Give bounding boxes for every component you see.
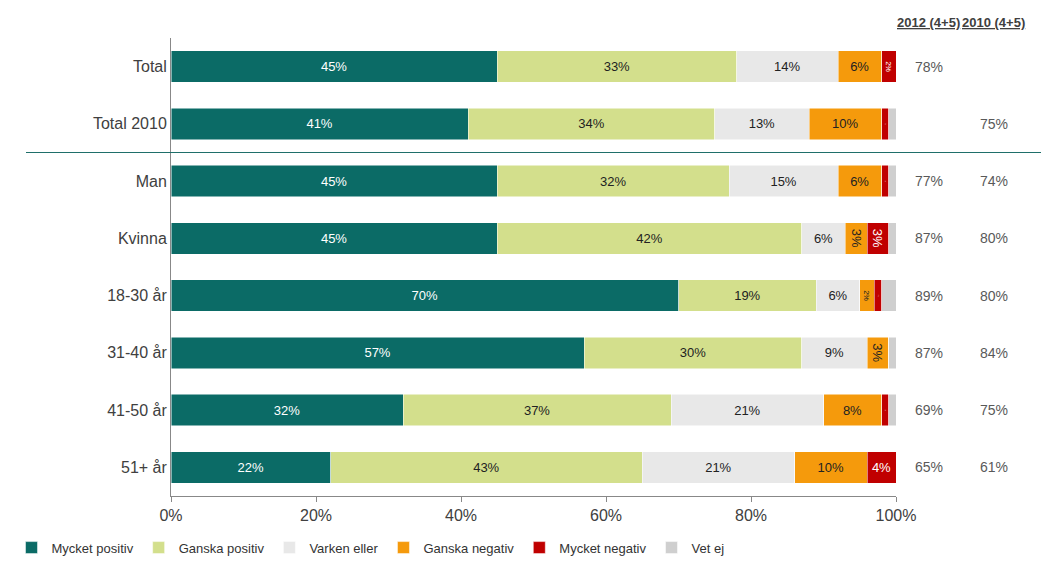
- svg-text:6%: 6%: [850, 174, 869, 189]
- svg-text:3%: 3%: [870, 343, 885, 362]
- svg-text:80%: 80%: [980, 230, 1008, 246]
- svg-text:10%: 10%: [818, 460, 844, 475]
- svg-text:74%: 74%: [980, 173, 1008, 189]
- svg-text:31-40 år: 31-40 år: [107, 344, 167, 361]
- svg-text:80%: 80%: [980, 288, 1008, 304]
- svg-text:Vet ej: Vet ej: [692, 541, 725, 556]
- svg-text:18-30 år: 18-30 år: [107, 287, 167, 304]
- svg-text:70%: 70%: [412, 288, 438, 303]
- svg-text:37%: 37%: [524, 403, 550, 418]
- svg-text:2010 (4+5): 2010 (4+5): [962, 15, 1025, 30]
- svg-text:65%: 65%: [915, 459, 943, 475]
- svg-text:Man: Man: [136, 173, 167, 190]
- svg-text:40%: 40%: [445, 507, 477, 524]
- svg-text:45%: 45%: [321, 231, 347, 246]
- svg-text:69%: 69%: [915, 402, 943, 418]
- svg-text:84%: 84%: [980, 345, 1008, 361]
- svg-text:1%: 1%: [878, 295, 879, 297]
- svg-text:Kvinna: Kvinna: [118, 230, 167, 247]
- svg-text:19%: 19%: [734, 288, 760, 303]
- svg-text:3%: 3%: [870, 229, 885, 248]
- svg-text:34%: 34%: [578, 116, 604, 131]
- svg-text:4%: 4%: [872, 460, 891, 475]
- svg-text:80%: 80%: [735, 507, 767, 524]
- svg-text:14%: 14%: [774, 59, 800, 74]
- svg-text:45%: 45%: [321, 59, 347, 74]
- svg-text:43%: 43%: [473, 460, 499, 475]
- svg-text:2012 (4+5): 2012 (4+5): [897, 15, 960, 30]
- svg-text:87%: 87%: [915, 230, 943, 246]
- svg-text:2%: 2%: [862, 290, 871, 301]
- svg-text:61%: 61%: [980, 459, 1008, 475]
- svg-text:78%: 78%: [915, 59, 943, 75]
- svg-text:57%: 57%: [364, 345, 390, 360]
- svg-text:1%: 1%: [885, 123, 886, 125]
- svg-text:9%: 9%: [825, 345, 844, 360]
- svg-text:13%: 13%: [749, 116, 775, 131]
- svg-text:87%: 87%: [915, 345, 943, 361]
- svg-text:41%: 41%: [306, 116, 332, 131]
- svg-text:41-50 år: 41-50 år: [107, 402, 167, 419]
- svg-text:6%: 6%: [814, 231, 833, 246]
- svg-text:30%: 30%: [680, 345, 706, 360]
- svg-text:6%: 6%: [828, 288, 847, 303]
- svg-text:Mycket negativ: Mycket negativ: [559, 541, 646, 556]
- svg-text:45%: 45%: [321, 174, 347, 189]
- svg-text:1%: 1%: [885, 409, 886, 411]
- svg-text:60%: 60%: [590, 507, 622, 524]
- svg-text:Varken eller: Varken eller: [309, 541, 378, 556]
- svg-text:Ganska negativ: Ganska negativ: [423, 541, 514, 556]
- svg-text:0%: 0%: [159, 507, 182, 524]
- svg-text:Total: Total: [133, 58, 167, 75]
- svg-text:3%: 3%: [849, 229, 864, 248]
- svg-text:6%: 6%: [850, 59, 869, 74]
- svg-text:Total 2010: Total 2010: [93, 115, 167, 132]
- svg-text:20%: 20%: [300, 507, 332, 524]
- svg-text:1%: 1%: [885, 180, 886, 182]
- svg-text:100%: 100%: [876, 507, 917, 524]
- svg-text:21%: 21%: [734, 403, 760, 418]
- svg-text:Mycket positiv: Mycket positiv: [52, 541, 134, 556]
- svg-text:8%: 8%: [843, 403, 862, 418]
- svg-text:15%: 15%: [770, 174, 796, 189]
- svg-text:89%: 89%: [915, 288, 943, 304]
- svg-text:77%: 77%: [915, 173, 943, 189]
- svg-text:Ganska positiv: Ganska positiv: [179, 541, 265, 556]
- svg-text:32%: 32%: [274, 403, 300, 418]
- svg-text:51+ år: 51+ år: [121, 459, 167, 476]
- svg-text:10%: 10%: [832, 116, 858, 131]
- svg-text:75%: 75%: [980, 116, 1008, 132]
- svg-text:32%: 32%: [600, 174, 626, 189]
- svg-text:2%: 2%: [884, 61, 893, 72]
- svg-text:21%: 21%: [705, 460, 731, 475]
- svg-text:33%: 33%: [604, 59, 630, 74]
- svg-text:22%: 22%: [238, 460, 264, 475]
- svg-text:42%: 42%: [636, 231, 662, 246]
- svg-text:75%: 75%: [980, 402, 1008, 418]
